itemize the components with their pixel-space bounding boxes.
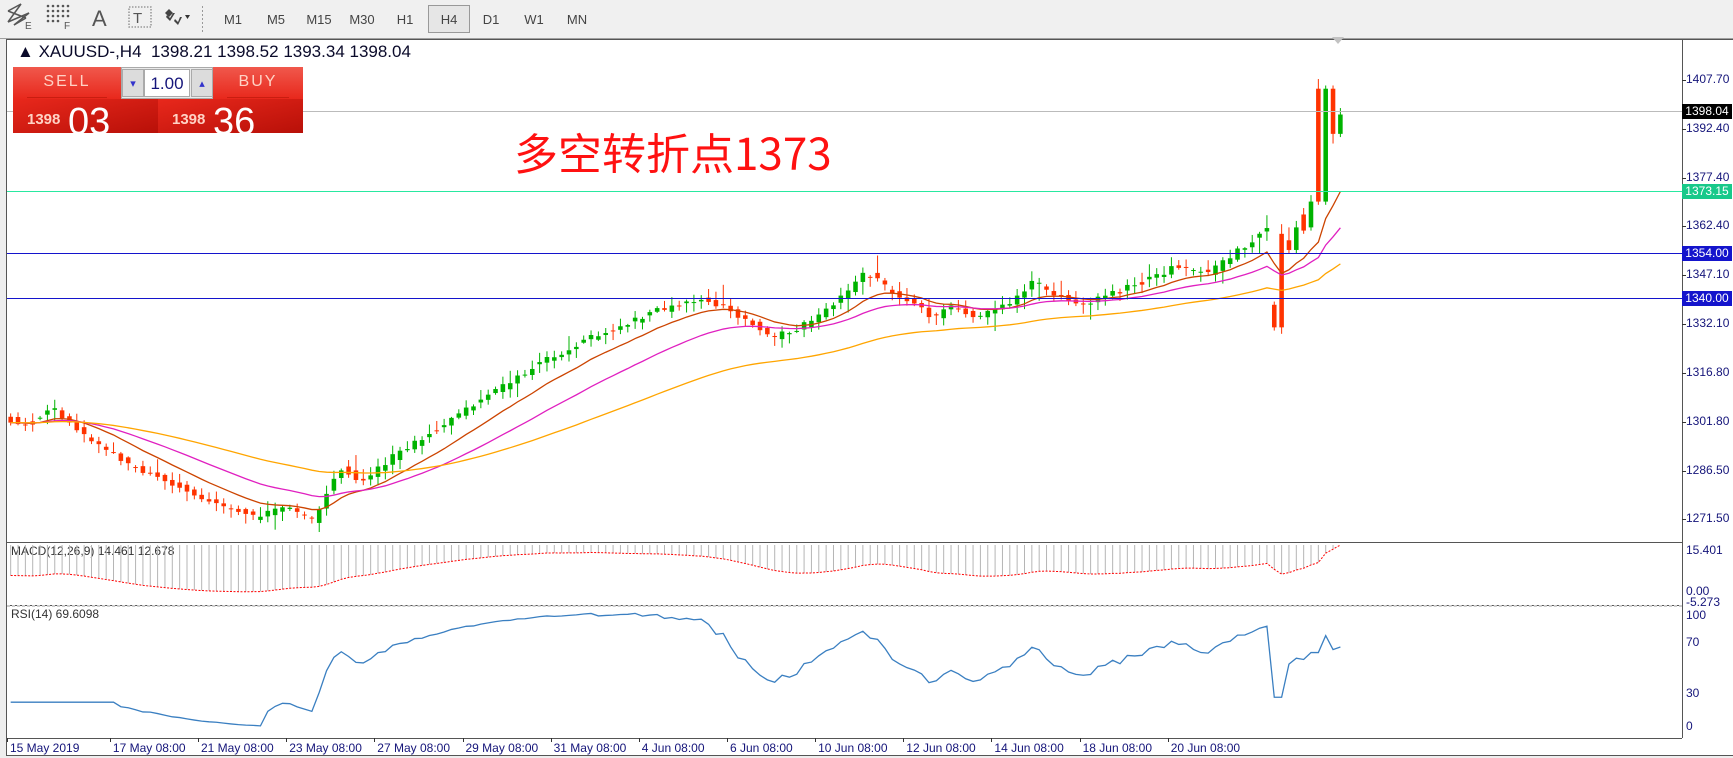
svg-text:E: E [25, 21, 32, 32]
svg-text:T: T [133, 10, 142, 27]
svg-text:F: F [64, 21, 70, 32]
